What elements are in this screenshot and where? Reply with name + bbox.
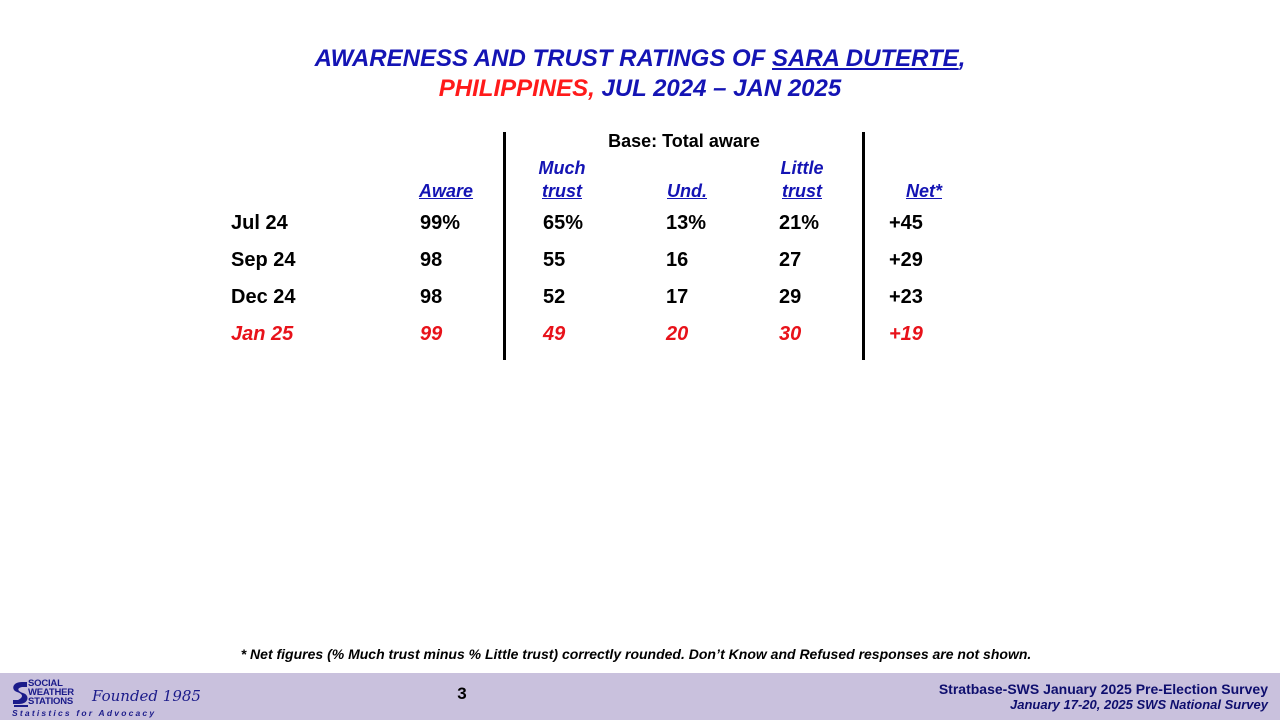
row-net: +23 xyxy=(889,286,923,308)
survey-info: Stratbase-SWS January 2025 Pre-Election … xyxy=(939,681,1268,712)
table-divider-right xyxy=(862,132,865,360)
row-aware: 99% xyxy=(420,212,461,234)
page-number: 3 xyxy=(457,684,467,703)
table-divider-left xyxy=(503,132,506,360)
row-little-trust: 29 xyxy=(779,286,802,308)
row-undecided: 20 xyxy=(666,323,689,345)
row-net: +29 xyxy=(889,249,923,271)
row-undecided: 13% xyxy=(666,212,707,234)
row-aware: 98 xyxy=(420,286,443,308)
row-period: Jan 25 xyxy=(231,323,294,345)
row-much-trust: 65% xyxy=(543,212,584,234)
sws-logo-icon xyxy=(13,682,28,707)
row-undecided: 17 xyxy=(666,286,689,308)
footer-bar xyxy=(0,673,1280,720)
row-much-trust: 52 xyxy=(543,286,566,308)
title-period: JUL 2024 – JAN 2025 xyxy=(594,75,842,102)
row-much-trust: 55 xyxy=(543,249,566,271)
row-little-trust: 27 xyxy=(779,249,802,271)
row-net: +19 xyxy=(889,323,923,345)
row-undecided: 16 xyxy=(666,249,689,271)
row-net: +45 xyxy=(889,212,923,234)
footnote: * Net figures (% Much trust minus % Litt… xyxy=(240,646,1032,662)
title-name: SARA DUTERTE xyxy=(772,45,959,72)
survey-title: Stratbase-SWS January 2025 Pre-Election … xyxy=(938,681,1268,697)
row-aware: 99 xyxy=(420,323,443,345)
header-undecided: Und. xyxy=(667,181,707,201)
header-much-trust: Much trust xyxy=(538,158,586,201)
title-line-2: PHILIPPINES, JUL 2024 – JAN 2025 xyxy=(0,74,1280,104)
base-label: Base: Total aware xyxy=(608,131,760,151)
row-little-trust: 21% xyxy=(779,212,820,234)
row-little-trust: 30 xyxy=(779,323,802,345)
logo-wordmark: SOCIAL WEATHER STATIONS xyxy=(28,678,74,707)
title-country: PHILIPPINES, xyxy=(438,75,595,102)
title-part1: AWARENESS AND TRUST RATINGS OF xyxy=(314,45,772,72)
slide-title: AWARENESS AND TRUST RATINGS OF SARA DUTE… xyxy=(0,44,1280,104)
survey-dates: January 17-20, 2025 SWS National Survey xyxy=(1010,697,1268,712)
row-period: Dec 24 xyxy=(231,286,296,308)
header-aware: Aware xyxy=(418,181,474,201)
row-much-trust: 49 xyxy=(543,323,566,345)
row-period: Jul 24 xyxy=(231,212,288,234)
title-line-1: AWARENESS AND TRUST RATINGS OF SARA DUTE… xyxy=(0,44,1280,74)
logo-founded: Founded 1985 xyxy=(92,687,201,705)
row-aware: 98 xyxy=(420,249,443,271)
header-little-trust: Little trust xyxy=(780,158,824,201)
header-net: Net* xyxy=(905,181,942,201)
title-comma: , xyxy=(958,45,966,72)
row-period: Sep 24 xyxy=(231,249,296,271)
logo-tagline: Statistics for Advocacy xyxy=(12,708,157,718)
